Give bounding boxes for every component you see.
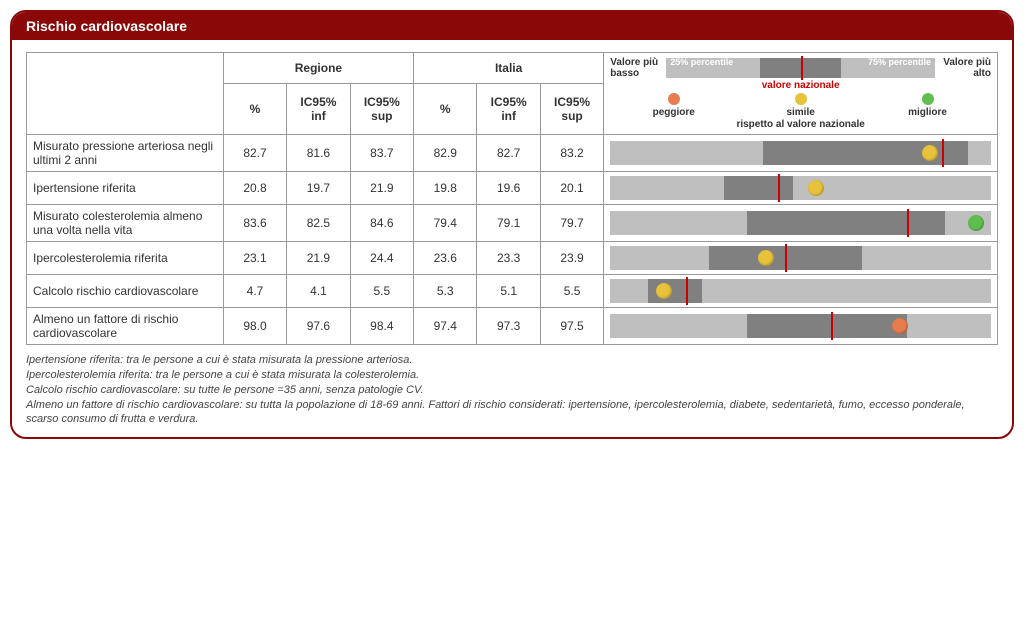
dot-icon [808, 180, 824, 196]
row-label: Misurato colesterolemia almeno una volta… [27, 205, 224, 242]
regione-inf: 21.9 [287, 242, 350, 275]
legend-sub: rispetto al valore nazionale [610, 119, 991, 130]
dot-similar-icon [795, 93, 807, 105]
regione-inf: 19.7 [287, 172, 350, 205]
italia-inf: 5.1 [477, 275, 540, 308]
dot-icon [758, 250, 774, 266]
legend-low: Valore più basso [610, 57, 660, 79]
row-chart [604, 205, 998, 242]
regione-pct: 4.7 [223, 275, 286, 308]
table-row: Misurato colesterolemia almeno una volta… [27, 205, 998, 242]
row-label: Misurato pressione arteriosa negli ultim… [27, 135, 224, 172]
italia-sup: 83.2 [540, 135, 603, 172]
italia-sup: 79.7 [540, 205, 603, 242]
footnote-line: Ipercolesterolemia riferita: tra le pers… [26, 368, 998, 383]
card-title: Rischio cardiovascolare [12, 12, 1012, 40]
italia-pct: 79.4 [414, 205, 477, 242]
row-chart [604, 308, 998, 345]
regione-inf: 97.6 [287, 308, 350, 345]
dot-icon [892, 318, 908, 334]
regione-inf: 4.1 [287, 275, 350, 308]
italia-sup: 20.1 [540, 172, 603, 205]
table-row: Ipertensione riferita20.819.721.919.819.… [27, 172, 998, 205]
italia-pct: 97.4 [414, 308, 477, 345]
italia-pct: 23.6 [414, 242, 477, 275]
italia-sup: 97.5 [540, 308, 603, 345]
footnote-line: Ipertensione riferita: tra le persone a … [26, 353, 998, 368]
dot-better-icon [922, 93, 934, 105]
row-chart [604, 275, 998, 308]
regione-sup: 5.5 [350, 275, 413, 308]
dot-icon [922, 145, 938, 161]
regione-pct: 83.6 [223, 205, 286, 242]
header-italia-inf: IC95% inf [477, 84, 540, 135]
italia-pct: 19.8 [414, 172, 477, 205]
dot-worse-icon [668, 93, 680, 105]
dot-icon [968, 215, 984, 231]
table-row: Almeno un fattore di rischio cardiovasco… [27, 308, 998, 345]
regione-pct: 20.8 [223, 172, 286, 205]
legend-p75: 75% percentile [868, 58, 931, 68]
legend-valnaz: valore nazionale [610, 80, 991, 91]
header-empty [27, 53, 224, 135]
header-regione-inf: IC95% inf [287, 84, 350, 135]
legend-similar: simile [737, 93, 864, 118]
italia-inf: 97.3 [477, 308, 540, 345]
data-table: Regione Italia Valore più basso 25% perc… [26, 52, 998, 345]
legend-high: Valore più alto [941, 57, 991, 79]
row-chart [604, 242, 998, 275]
table-row: Calcolo rischio cardiovascolare4.74.15.5… [27, 275, 998, 308]
regione-sup: 24.4 [350, 242, 413, 275]
row-label: Calcolo rischio cardiovascolare [27, 275, 224, 308]
header-regione: Regione [223, 53, 413, 84]
italia-inf: 19.6 [477, 172, 540, 205]
card: Rischio cardiovascolare Regione Italia [10, 10, 1014, 439]
legend-bar: 25% percentile 75% percentile [666, 58, 935, 78]
legend-p25: 25% percentile [670, 58, 733, 68]
italia-inf: 82.7 [477, 135, 540, 172]
header-legend: Valore più basso 25% percentile 75% perc… [604, 53, 998, 135]
regione-sup: 98.4 [350, 308, 413, 345]
italia-inf: 23.3 [477, 242, 540, 275]
row-chart [604, 172, 998, 205]
regione-inf: 82.5 [287, 205, 350, 242]
legend-worse: peggiore [610, 93, 737, 118]
regione-pct: 23.1 [223, 242, 286, 275]
legend: Valore più basso 25% percentile 75% perc… [610, 57, 991, 130]
header-italia-sup: IC95% sup [540, 84, 603, 135]
row-chart [604, 135, 998, 172]
italia-pct: 82.9 [414, 135, 477, 172]
italia-pct: 5.3 [414, 275, 477, 308]
header-italia-pct: % [414, 84, 477, 135]
regione-pct: 82.7 [223, 135, 286, 172]
italia-inf: 79.1 [477, 205, 540, 242]
header-italia: Italia [414, 53, 604, 84]
regione-inf: 81.6 [287, 135, 350, 172]
regione-sup: 83.7 [350, 135, 413, 172]
regione-sup: 21.9 [350, 172, 413, 205]
italia-sup: 23.9 [540, 242, 603, 275]
header-regione-pct: % [223, 84, 286, 135]
regione-pct: 98.0 [223, 308, 286, 345]
legend-better: migliore [864, 93, 991, 118]
footnote-line: Almeno un fattore di rischio cardiovasco… [26, 398, 998, 428]
footnotes: Ipertensione riferita: tra le persone a … [26, 353, 998, 427]
table-row: Misurato pressione arteriosa negli ultim… [27, 135, 998, 172]
row-label: Ipertensione riferita [27, 172, 224, 205]
italia-sup: 5.5 [540, 275, 603, 308]
row-label: Ipercolesterolemia riferita [27, 242, 224, 275]
table-row: Ipercolesterolemia riferita23.121.924.42… [27, 242, 998, 275]
row-label: Almeno un fattore di rischio cardiovasco… [27, 308, 224, 345]
card-body: Regione Italia Valore più basso 25% perc… [12, 40, 1012, 437]
legend-median [801, 56, 803, 80]
header-regione-sup: IC95% sup [350, 84, 413, 135]
regione-sup: 84.6 [350, 205, 413, 242]
dot-icon [656, 283, 672, 299]
footnote-line: Calcolo rischio cardiovascolare: su tutt… [26, 383, 998, 398]
